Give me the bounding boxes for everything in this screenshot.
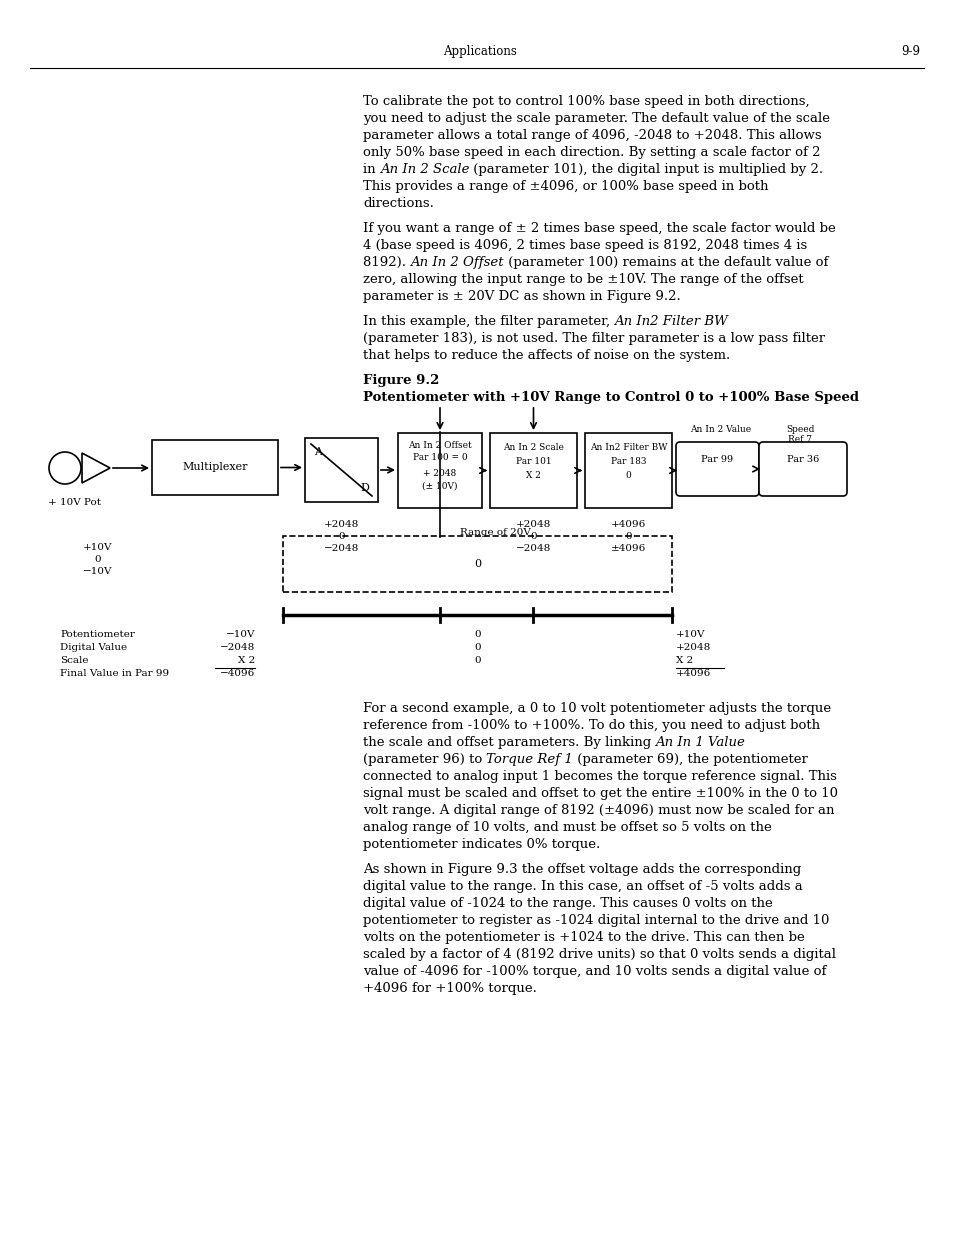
Text: Par 101: Par 101 [516, 457, 551, 466]
Text: reference from -100% to +100%. To do this, you need to adjust both: reference from -100% to +100%. To do thi… [363, 719, 820, 732]
Text: An In 1 Value: An In 1 Value [655, 736, 744, 748]
Text: In this example, the filter parameter,: In this example, the filter parameter, [363, 315, 614, 329]
Text: Figure 9.2: Figure 9.2 [363, 374, 439, 387]
Text: Potentiometer: Potentiometer [60, 630, 134, 638]
Text: + 2048: + 2048 [423, 468, 456, 478]
Text: 0: 0 [474, 643, 480, 652]
Text: (± 10V): (± 10V) [422, 482, 457, 490]
Text: parameter allows a total range of 4096, -2048 to +2048. This allows: parameter allows a total range of 4096, … [363, 128, 821, 142]
Text: analog range of 10 volts, and must be offset so 5 volts on the: analog range of 10 volts, and must be of… [363, 821, 771, 834]
Text: Par 100 = 0: Par 100 = 0 [413, 452, 467, 462]
Text: the scale and offset parameters. By linking: the scale and offset parameters. By link… [363, 736, 655, 748]
Text: digital value to the range. In this case, an offset of -5 volts adds a: digital value to the range. In this case… [363, 881, 801, 893]
Text: +4096 for +100% torque.: +4096 for +100% torque. [363, 982, 537, 995]
Text: directions.: directions. [363, 198, 434, 210]
Text: 0: 0 [474, 559, 480, 569]
Bar [397, 433, 481, 508]
Text: (parameter 100) remains at the default value of: (parameter 100) remains at the default v… [503, 256, 827, 269]
Text: D: D [359, 483, 369, 493]
Text: that helps to reduce the affects of noise on the system.: that helps to reduce the affects of nois… [363, 350, 729, 362]
Text: + 10V Pot: + 10V Pot [49, 498, 101, 508]
Text: in: in [363, 163, 379, 177]
Text: Multiplexer: Multiplexer [182, 462, 248, 473]
Text: ±4096: ±4096 [610, 543, 645, 553]
Text: (parameter 96) to: (parameter 96) to [363, 753, 486, 766]
Text: parameter is ± 20V DC as shown in Figure 9.2.: parameter is ± 20V DC as shown in Figure… [363, 290, 680, 303]
Text: 0: 0 [337, 532, 344, 541]
Text: Range of 20V: Range of 20V [459, 529, 530, 537]
Text: Par 183: Par 183 [610, 457, 645, 466]
Text: An In 2 Offset: An In 2 Offset [408, 441, 472, 450]
FancyBboxPatch shape [759, 442, 846, 496]
Bar [152, 440, 277, 495]
Text: 9-9: 9-9 [900, 44, 919, 58]
Text: connected to analog input 1 becomes the torque reference signal. This: connected to analog input 1 becomes the … [363, 769, 836, 783]
Text: Torque Ref 1: Torque Ref 1 [486, 753, 573, 766]
Text: volts on the potentiometer is +1024 to the drive. This can then be: volts on the potentiometer is +1024 to t… [363, 931, 804, 944]
Text: you need to adjust the scale parameter. The default value of the scale: you need to adjust the scale parameter. … [363, 112, 829, 125]
Text: An In 2 Scale: An In 2 Scale [502, 442, 563, 452]
Text: 0: 0 [624, 532, 631, 541]
Text: +4096: +4096 [676, 669, 711, 678]
Text: 8192).: 8192). [363, 256, 410, 269]
Text: −2048: −2048 [219, 643, 254, 652]
Text: Par 36: Par 36 [786, 456, 819, 464]
Text: An In2 Filter BW: An In2 Filter BW [614, 315, 727, 329]
Text: To calibrate the pot to control 100% base speed in both directions,: To calibrate the pot to control 100% bas… [363, 95, 809, 107]
Text: A: A [314, 447, 322, 457]
Text: An In 2 Offset: An In 2 Offset [410, 256, 503, 269]
Text: +10V: +10V [83, 543, 112, 552]
Text: scaled by a factor of 4 (8192 drive units) so that 0 volts sends a digital: scaled by a factor of 4 (8192 drive unit… [363, 948, 835, 961]
Text: X 2: X 2 [525, 471, 540, 479]
Bar [305, 438, 377, 501]
Text: Digital Value: Digital Value [60, 643, 127, 652]
Text: zero, allowing the input range to be ±10V. The range of the offset: zero, allowing the input range to be ±10… [363, 273, 802, 287]
Text: −10V: −10V [83, 567, 112, 576]
Text: value of -4096 for -100% torque, and 10 volts sends a digital value of: value of -4096 for -100% torque, and 10 … [363, 965, 825, 978]
Bar [584, 433, 671, 508]
Text: 0: 0 [530, 532, 537, 541]
Text: volt range. A digital range of 8192 (±4096) must now be scaled for an: volt range. A digital range of 8192 (±40… [363, 804, 834, 818]
Text: +2048: +2048 [323, 520, 358, 529]
Text: potentiometer indicates 0% torque.: potentiometer indicates 0% torque. [363, 839, 599, 851]
Text: As shown in Figure 9.3 the offset voltage adds the corresponding: As shown in Figure 9.3 the offset voltag… [363, 863, 801, 876]
Text: (parameter 69), the potentiometer: (parameter 69), the potentiometer [573, 753, 807, 766]
Bar [283, 536, 671, 592]
Text: signal must be scaled and offset to get the entire ±100% in the 0 to 10: signal must be scaled and offset to get … [363, 787, 837, 800]
Text: An In 2 Scale: An In 2 Scale [379, 163, 469, 177]
Text: +2048: +2048 [676, 643, 711, 652]
Text: potentiometer to register as -1024 digital internal to the drive and 10: potentiometer to register as -1024 digit… [363, 914, 828, 927]
Text: If you want a range of ± 2 times base speed, the scale factor would be: If you want a range of ± 2 times base sp… [363, 222, 835, 235]
Text: An In 2 Value: An In 2 Value [689, 425, 750, 433]
Text: This provides a range of ±4096, or 100% base speed in both: This provides a range of ±4096, or 100% … [363, 180, 768, 193]
Text: +4096: +4096 [610, 520, 645, 529]
Text: Speed
Ref 7: Speed Ref 7 [785, 425, 813, 445]
Text: +10V: +10V [676, 630, 705, 638]
Text: For a second example, a 0 to 10 volt potentiometer adjusts the torque: For a second example, a 0 to 10 volt pot… [363, 701, 830, 715]
Text: Par 99: Par 99 [700, 456, 733, 464]
FancyBboxPatch shape [676, 442, 759, 496]
Text: An In2 Filter BW: An In2 Filter BW [589, 442, 666, 452]
Text: −10V: −10V [225, 630, 254, 638]
Text: 4 (base speed is 4096, 2 times base speed is 8192, 2048 times 4 is: 4 (base speed is 4096, 2 times base spee… [363, 240, 806, 252]
Text: −2048: −2048 [323, 543, 358, 553]
Text: Applications: Applications [442, 44, 517, 58]
Text: Scale: Scale [60, 656, 89, 664]
Text: +2048: +2048 [516, 520, 551, 529]
Text: 0: 0 [625, 471, 631, 479]
Text: Final Value in Par 99: Final Value in Par 99 [60, 669, 169, 678]
Text: (parameter 183), is not used. The filter parameter is a low pass filter: (parameter 183), is not used. The filter… [363, 332, 824, 345]
Text: −2048: −2048 [516, 543, 551, 553]
Text: Potentiometer with +10V Range to Control 0 to +100% Base Speed: Potentiometer with +10V Range to Control… [363, 391, 858, 404]
Text: (parameter 101), the digital input is multiplied by 2.: (parameter 101), the digital input is mu… [469, 163, 822, 177]
Text: −4096: −4096 [219, 669, 254, 678]
Text: X 2: X 2 [676, 656, 693, 664]
Text: 0: 0 [474, 630, 480, 638]
Text: digital value of -1024 to the range. This causes 0 volts on the: digital value of -1024 to the range. Thi… [363, 897, 772, 910]
Bar [490, 433, 577, 508]
Text: 0: 0 [474, 656, 480, 664]
Text: 0: 0 [94, 555, 101, 564]
Text: X 2: X 2 [237, 656, 254, 664]
Text: only 50% base speed in each direction. By setting a scale factor of 2: only 50% base speed in each direction. B… [363, 146, 820, 159]
